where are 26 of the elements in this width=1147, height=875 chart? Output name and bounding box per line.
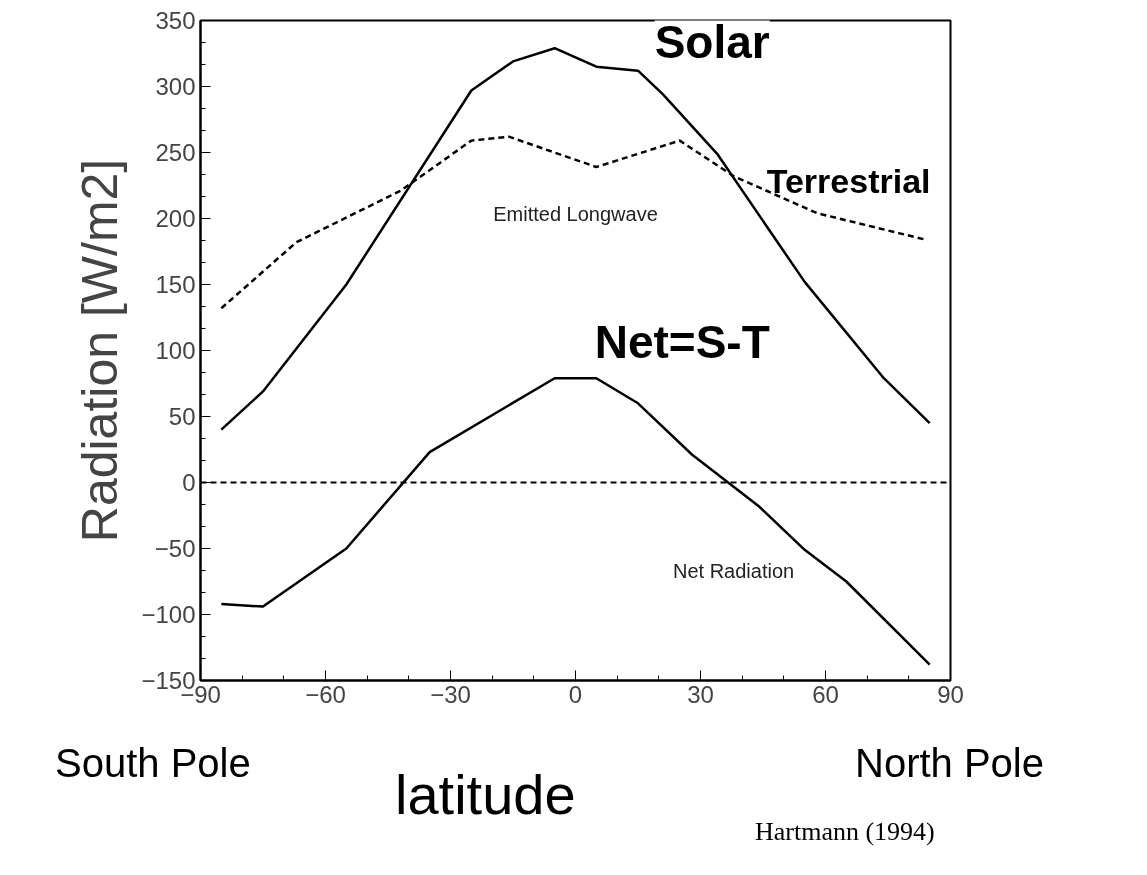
y-tick-label: 100 <box>155 337 196 364</box>
y-tick-label: 200 <box>155 205 196 232</box>
x-tick-label: 90 <box>937 680 964 708</box>
text: South Pole <box>55 740 251 787</box>
x-tick-label: 0 <box>568 680 583 708</box>
x-axis-title: latitude <box>395 762 576 828</box>
y-tick-label: −50 <box>154 535 196 562</box>
y-tick-label: 50 <box>168 403 196 430</box>
y-tick-label: 0 <box>182 469 196 496</box>
x-tick-label: 30 <box>687 680 714 708</box>
series-label: Terrestrial <box>766 161 931 200</box>
series-label: Solar <box>654 16 770 69</box>
text: Hartmann (1994) <box>755 816 935 848</box>
series-label: Net=S-T <box>594 316 770 369</box>
y-tick-label: 150 <box>155 271 196 298</box>
y-tick-label: 350 <box>155 7 196 34</box>
y-axis-title: Radiation [W/m2] <box>72 158 129 543</box>
x-tick-label: −30 <box>430 680 471 708</box>
x-tick-label: −60 <box>305 680 346 708</box>
x-tick-label: 60 <box>812 680 839 708</box>
text: North Pole <box>855 740 1044 787</box>
y-tick-label: −100 <box>141 601 196 628</box>
y-tick-label: 300 <box>155 73 196 100</box>
y-tick-label: 250 <box>155 139 196 166</box>
annotation: Net Radiation <box>673 559 795 582</box>
annotation: Emitted Longwave <box>493 203 658 226</box>
